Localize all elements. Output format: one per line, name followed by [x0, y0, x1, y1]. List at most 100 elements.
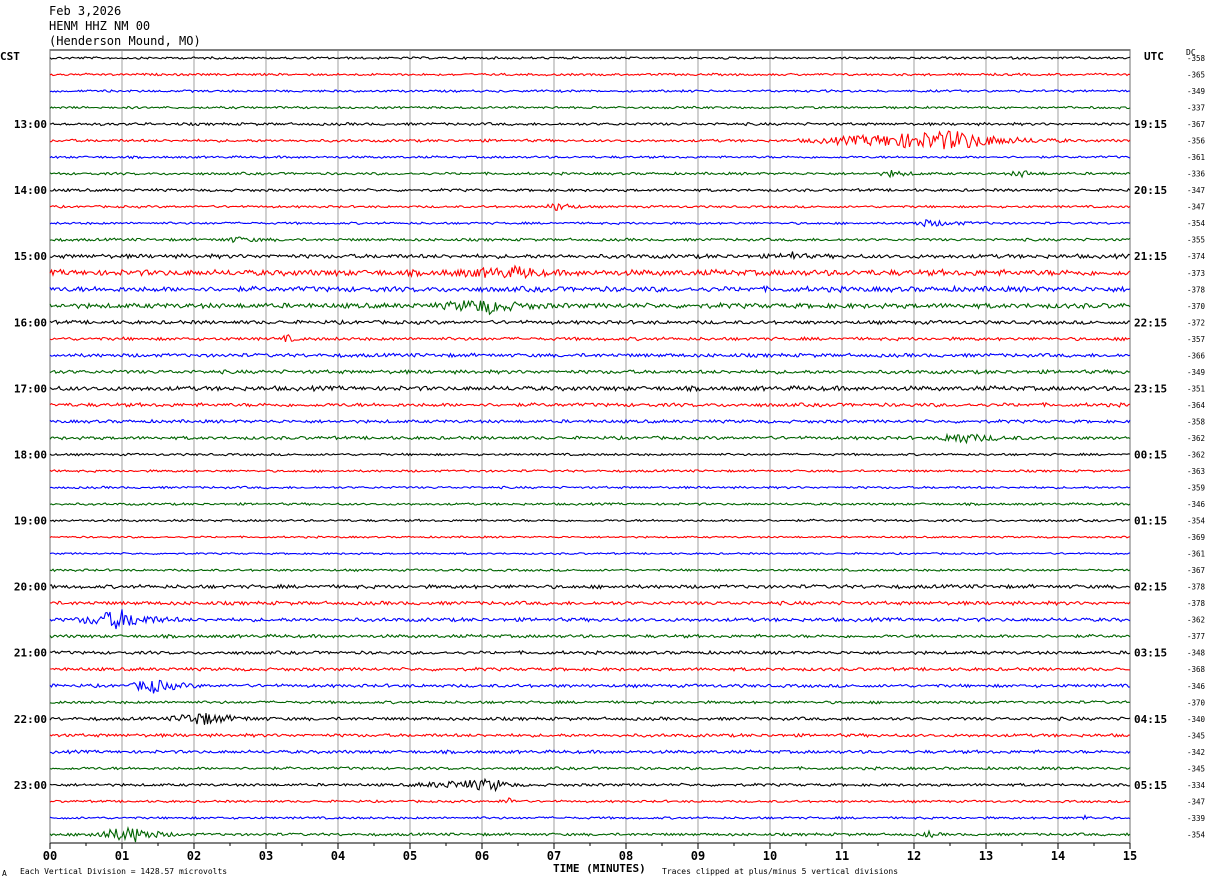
- seismic-trace-5: [49, 130, 1131, 150]
- dc-offset-label: -378: [1187, 285, 1206, 294]
- seismic-trace-33: [50, 600, 1131, 607]
- seismic-trace-20: [49, 384, 1131, 393]
- seismic-trace-40: [49, 713, 1131, 725]
- seismic-trace-11: [49, 236, 1131, 244]
- seismic-trace-47: [49, 826, 1131, 843]
- header-date: Feb 3,2026: [49, 4, 122, 18]
- dc-offset-label: -372: [1187, 318, 1205, 327]
- dc-offset-label: -364: [1187, 401, 1206, 410]
- seismic-trace-21: [49, 401, 1131, 408]
- dc-offset-label: -337: [1187, 104, 1205, 113]
- dc-offset-label: -362: [1187, 434, 1205, 443]
- seismic-trace-34: [49, 609, 1131, 630]
- cst-hour-label: 22:00: [14, 713, 47, 726]
- seismic-trace-1: [49, 72, 1131, 77]
- cst-hour-label: 21:00: [14, 647, 47, 660]
- utc-hour-label: 00:15: [1134, 448, 1167, 461]
- dc-offset-label: -349: [1187, 368, 1205, 377]
- dc-offset-label: -370: [1187, 698, 1206, 707]
- x-tick-label: 03: [259, 849, 273, 863]
- dc-offset-label: -354: [1187, 219, 1206, 228]
- dc-offset-label: -347: [1187, 186, 1205, 195]
- dc-offset-label: -369: [1187, 533, 1205, 542]
- seismic-trace-35: [49, 633, 1131, 640]
- header-station: HENM HHZ NM 00: [49, 19, 151, 33]
- x-tick-label: 01: [115, 849, 129, 863]
- dc-offset-label: -345: [1187, 764, 1205, 773]
- utc-hour-label: 02:15: [1134, 581, 1167, 594]
- dc-offset-label: -362: [1187, 450, 1205, 459]
- dc-offset-label: -347: [1187, 797, 1205, 806]
- utc-hour-label: 21:15: [1134, 250, 1167, 263]
- dc-offset-label: -340: [1187, 715, 1206, 724]
- x-tick-label: 04: [331, 849, 345, 863]
- dc-offset-label: -351: [1187, 384, 1205, 393]
- dc-offset-label: -361: [1187, 550, 1205, 559]
- seismic-trace-13: [49, 264, 1131, 280]
- seismic-trace-28: [49, 518, 1131, 523]
- cst-hour-label: 13:00: [14, 118, 47, 131]
- seismic-trace-22: [49, 418, 1131, 424]
- seismic-trace-39: [49, 699, 1131, 705]
- x-tick-label: 02: [187, 849, 201, 863]
- x-tick-label: 09: [691, 849, 705, 863]
- utc-hour-label: 22:15: [1134, 316, 1167, 329]
- seismic-trace-15: [49, 299, 1131, 316]
- x-tick-label: 08: [619, 849, 633, 863]
- seismic-trace-26: [49, 485, 1131, 490]
- utc-hour-label: 23:15: [1134, 382, 1167, 395]
- seismic-trace-37: [50, 666, 1131, 672]
- utc-hour-label: 19:15: [1134, 118, 1167, 131]
- seismic-trace-27: [49, 502, 1131, 507]
- seismic-trace-3: [49, 105, 1131, 110]
- seismic-trace-14: [49, 284, 1131, 294]
- seismic-trace-6: [49, 155, 1131, 160]
- footer-clip-note: Traces clipped at plus/minus 5 vertical …: [662, 867, 899, 876]
- dc-offset-label: -370: [1187, 302, 1206, 311]
- seismic-trace-45: [49, 797, 1131, 804]
- cst-hour-label: 15:00: [14, 250, 47, 263]
- dc-offset-label: -367: [1187, 120, 1205, 129]
- utc-hour-label: 04:15: [1134, 713, 1167, 726]
- utc-hour-label: 03:15: [1134, 647, 1167, 660]
- dc-offset-label: -361: [1187, 153, 1205, 162]
- header-location: (Henderson Mound, MO): [49, 34, 201, 48]
- seismic-trace-25: [49, 468, 1131, 473]
- dc-offset-label: -368: [1187, 665, 1206, 674]
- x-tick-label: 05: [403, 849, 417, 863]
- dc-offset-label: -342: [1187, 748, 1205, 757]
- dc-offset-label: -367: [1187, 566, 1205, 575]
- seismic-trace-8: [49, 187, 1131, 193]
- x-tick-label: 12: [907, 849, 921, 863]
- x-tick-label: 11: [835, 849, 849, 863]
- cst-hour-label: 16:00: [14, 316, 47, 329]
- cst-hour-label: 14:00: [14, 184, 47, 197]
- seismic-trace-18: [49, 352, 1131, 359]
- dc-offset-label: -358: [1187, 54, 1206, 63]
- seismic-trace-44: [49, 777, 1131, 793]
- cst-hour-label: 20:00: [14, 581, 47, 594]
- dc-offset-label: -357: [1187, 335, 1205, 344]
- seismic-trace-4: [49, 121, 1131, 127]
- x-tick-label: 13: [979, 849, 993, 863]
- dc-offset-label: -354: [1187, 830, 1206, 839]
- dc-offset-label: -346: [1187, 682, 1206, 691]
- seismic-trace-29: [49, 535, 1131, 539]
- dc-offset-label: -378: [1187, 599, 1206, 608]
- dc-offset-label: -366: [1187, 351, 1206, 360]
- dc-offset-label: -354: [1187, 517, 1206, 526]
- x-tick-label: 06: [475, 849, 489, 863]
- x-tick-label: 00: [43, 849, 57, 863]
- seismic-trace-42: [49, 749, 1131, 755]
- utc-hour-label: 20:15: [1134, 184, 1167, 197]
- dc-offset-label: -377: [1187, 632, 1205, 641]
- seismic-trace-38: [49, 679, 1131, 694]
- x-tick-label: 15: [1123, 849, 1137, 863]
- dc-offset-label: -345: [1187, 731, 1205, 740]
- x-axis-title: TIME (MINUTES): [553, 862, 646, 875]
- seismic-trace-31: [49, 568, 1131, 573]
- dc-offset-label: -365: [1187, 71, 1205, 80]
- seismic-trace-36: [49, 649, 1131, 656]
- plot-frame: [49, 49, 1131, 844]
